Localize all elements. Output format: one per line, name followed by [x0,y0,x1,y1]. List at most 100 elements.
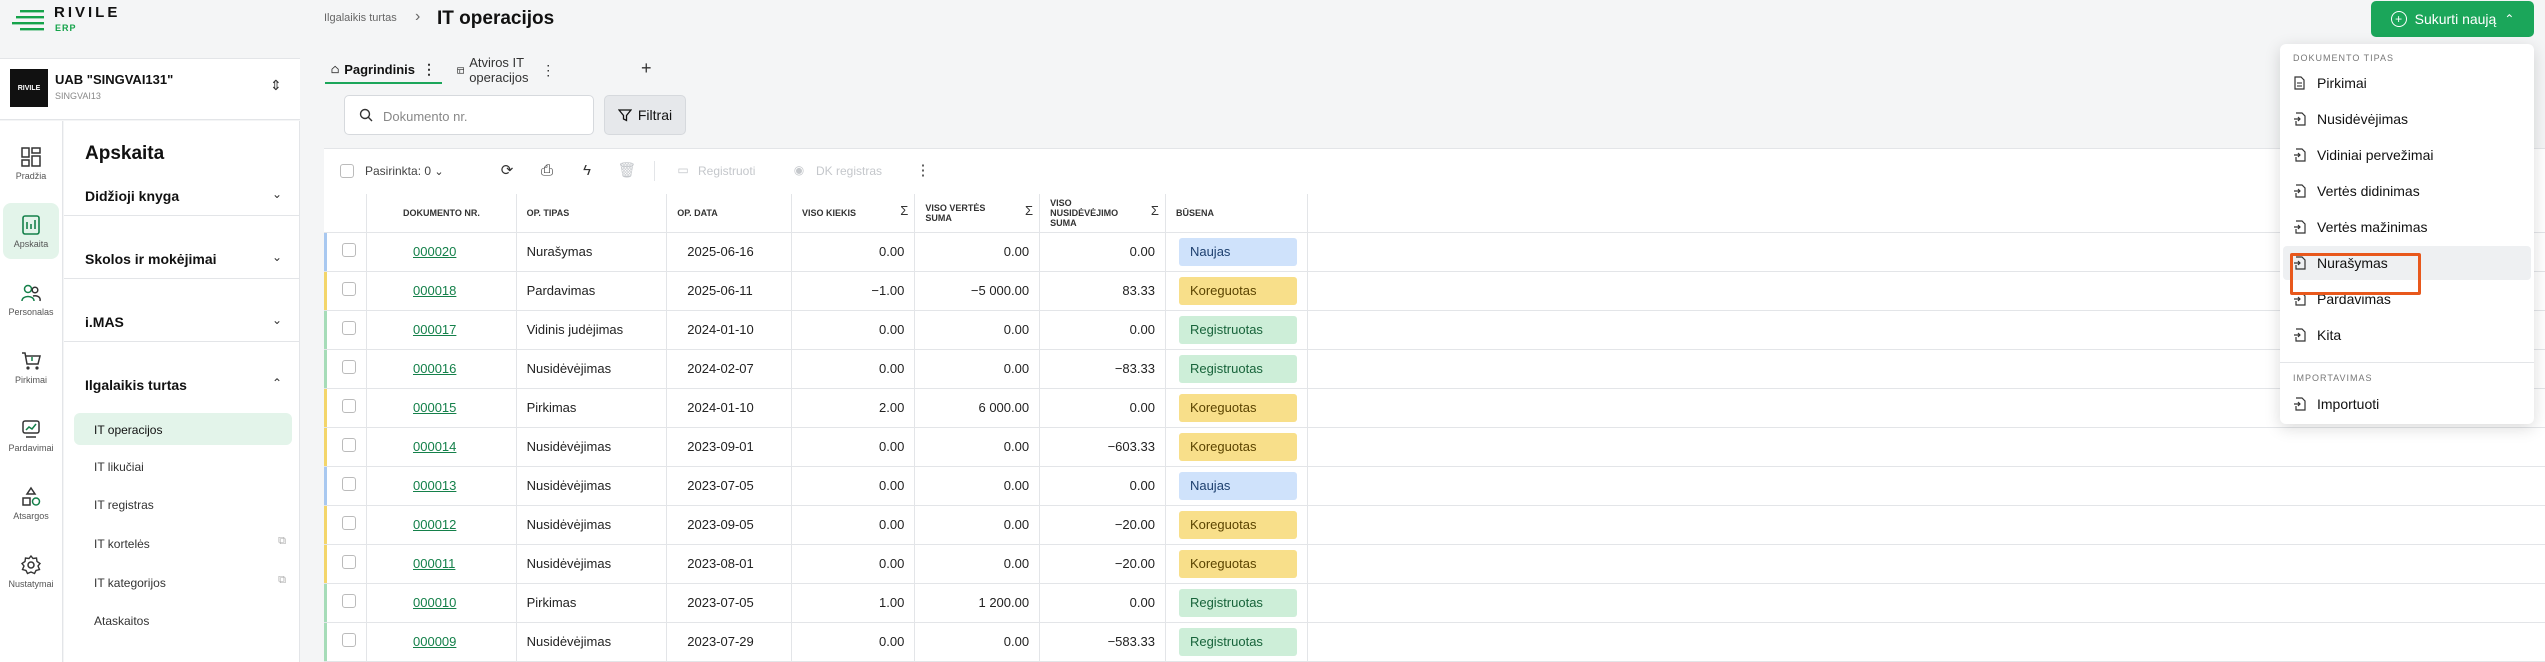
rail-item-atsargos[interactable]: Atsargos [3,475,59,531]
tab-pagrindinis[interactable]: Pagrindinis ⋮ [325,56,442,84]
column-header-op-type[interactable]: OP. TIPAS [516,194,668,233]
cell-status: Registruotas [1165,310,1308,350]
document-link[interactable]: 000020 [413,244,457,259]
print-icon[interactable]: ⎙ [540,161,553,179]
table-row[interactable]: 000009 Nusidėvėjimas 2023-07-29 0.00 0.00 −58… [324,622,2545,662]
column-header-status[interactable]: BŪSENA [1165,194,1308,233]
row-checkbox[interactable] [342,399,356,413]
row-status-indicator [324,622,327,661]
column-header-depreciation[interactable]: VISO NUSIDĖVĖJIMO SUMA Σ [1039,194,1166,233]
table-row[interactable]: 000020 Nurašymas 2025-06-16 0.00 0.00 0.00 Nau… [324,232,2545,272]
sidebar-group-skolos[interactable]: Skolos ir mokėjimai ⌄ [64,239,300,279]
column-header-qty[interactable]: VISO KIEKIS Σ [791,194,916,233]
document-link[interactable]: 000013 [413,478,457,493]
row-checkbox[interactable] [342,360,356,374]
row-checkbox[interactable] [342,516,356,530]
cell-depreciation: 83.33 [1039,271,1166,311]
row-checkbox[interactable] [342,438,356,452]
more-vertical-icon[interactable]: ⋮ [422,60,436,77]
row-checkbox[interactable] [342,321,356,335]
table-row[interactable]: 000010 Pirkimas 2023-07-05 1.00 1 200.00 0.00… [324,583,2545,623]
table-row[interactable]: 000011 Nusidėvėjimas 2023-08-01 0.00 0.00 −20… [324,544,2545,584]
operations-table: DOKUMENTO NR. OP. TIPAS OP. DATA VISO KI… [324,194,2545,662]
breadcrumb[interactable]: Ilgalaikis turtas [324,12,397,24]
sidebar-group-imas[interactable]: i.MAS ⌄ [64,302,300,342]
sum-icon[interactable]: Σ [1025,203,1034,218]
document-link[interactable]: 000014 [413,439,457,454]
rail-item-personalas[interactable]: Personalas [3,271,59,327]
table-row[interactable]: 000016 Nusidėvėjimas 2024-02-07 0.00 0.00 −83… [324,349,2545,389]
menu-item-nurašymas[interactable]: Nurašymas [2283,246,2531,280]
sidebar-group-ilgalaikis-turtas[interactable]: Ilgalaikis turtas ⌃ [64,365,300,405]
column-header-value[interactable]: VISO VERTĖS SUMA Σ [914,194,1041,233]
row-checkbox[interactable] [342,477,356,491]
sidebar-item-ataskaitos[interactable]: Ataskaitos [74,604,292,636]
sidebar-item-it-likuciai[interactable]: IT likučiai [74,450,292,482]
menu-item-label: Vidiniai pervežimai [2317,147,2434,163]
more-vertical-icon[interactable]: ⋮ [541,61,556,78]
lightning-icon[interactable]: ϟ [583,161,591,179]
document-link[interactable]: 000009 [413,634,457,649]
table-row[interactable]: 000018 Pardavimas 2025-06-11 −1.00 −5 000.00… [324,271,2545,311]
select-all-checkbox[interactable] [340,164,354,178]
menu-item-vertės-mažinimas[interactable]: Vertės mažinimas [2283,210,2531,244]
document-link[interactable]: 000018 [413,283,457,298]
selection-dropdown[interactable]: Pasirinkta: 0 ⌄ [365,164,444,178]
column-header-op-date[interactable]: OP. DATA [666,194,792,233]
menu-item-nusidėvėjimas[interactable]: Nusidėvėjimas [2283,102,2531,136]
table-row[interactable]: 000012 Nusidėvėjimas 2023-09-05 0.00 0.00 −20… [324,505,2545,545]
menu-item-vidiniai-pervežimai[interactable]: Vidiniai pervežimai [2283,138,2531,172]
rail-item-nustatymai[interactable]: Nustatymai [3,543,59,599]
import-doc-icon [2294,148,2306,162]
sum-icon[interactable]: Σ [900,203,909,218]
table-row[interactable]: 000014 Nusidėvėjimas 2023-09-01 0.00 0.00 −60… [324,427,2545,467]
cell-depreciation: 0.00 [1039,310,1166,350]
row-checkbox[interactable] [342,555,356,569]
tab-atviros-it-operacijos[interactable]: Atviros IT operacijos ⋮ [451,55,561,85]
cell-op-type: Nusidėvėjimas [516,544,668,584]
column-header-doc-no[interactable]: DOKUMENTO NR. [366,194,517,233]
create-new-button[interactable]: + Sukurti naują ⌃ [2371,1,2534,37]
menu-item-vertės-didinimas[interactable]: Vertės didinimas [2283,174,2531,208]
document-link[interactable]: 000017 [413,322,457,337]
row-checkbox[interactable] [342,243,356,257]
dk-register-button[interactable]: DK registras [816,164,883,178]
refresh-icon[interactable]: ⟳ [500,162,514,179]
sidebar-group-didzioji-knyga[interactable]: Didžioji knyga ⌄ [64,176,300,216]
rail-item-pradzia[interactable]: Pradžia [3,135,59,191]
row-select-cell [324,232,367,272]
table-row[interactable]: 000017 Vidinis judėjimas 2024-01-10 0.00 0.0… [324,310,2545,350]
company-switcher[interactable]: RIVILE UAB "SINGVAI131" SINGVAI13 ⇕ [0,58,300,120]
document-link[interactable]: 000012 [413,517,457,532]
row-checkbox[interactable] [342,282,356,296]
chevron-down-icon: ⌄ [271,250,282,264]
sidebar-item-it-operacijos[interactable]: IT operacijos [74,413,292,445]
table-icon [457,66,464,74]
document-link[interactable]: 000010 [413,595,457,610]
trash-icon[interactable]: 🗑 [617,162,637,179]
rail-item-pardavimai[interactable]: Pardavimai [3,407,59,463]
table-row[interactable]: 000013 Nusidėvėjimas 2023-07-05 0.00 0.00 0.0… [324,466,2545,506]
document-link[interactable]: 000015 [413,400,457,415]
register-button[interactable]: Registruoti [698,164,756,178]
row-checkbox[interactable] [342,594,356,608]
sidebar-item-it-registras[interactable]: IT registras [74,488,292,520]
menu-item-kita[interactable]: Kita [2283,318,2531,352]
filters-button[interactable]: Filtrai [604,95,686,135]
document-link[interactable]: 000011 [413,556,456,571]
add-tab-icon[interactable]: + [641,58,652,78]
sidebar-item-it-kategorijos[interactable]: IT kategorijos ⧉ [74,566,292,598]
create-new-label: Sukurti naują [2414,11,2497,27]
menu-item-pirkimai[interactable]: Pirkimai [2283,66,2531,100]
rail-item-apskaita[interactable]: Apskaita [3,203,59,259]
table-row[interactable]: 000015 Pirkimas 2024-01-10 2.00 6 000.00 0.00… [324,388,2545,428]
row-checkbox[interactable] [342,633,356,647]
menu-item-importuoti[interactable]: Importuoti [2283,387,2531,421]
sum-icon[interactable]: Σ [1150,203,1159,218]
sidebar-item-it-korteles[interactable]: IT kortelės ⧉ [74,527,292,559]
section-sidebar: Apskaita Didžioji knyga ⌄ Skolos ir mokė… [64,121,300,662]
document-link[interactable]: 000016 [413,361,457,376]
document-number-input[interactable] [383,106,583,126]
rail-item-pirkimai[interactable]: Pirkimai [3,339,59,395]
more-vertical-icon[interactable]: ⋮ [915,162,931,179]
